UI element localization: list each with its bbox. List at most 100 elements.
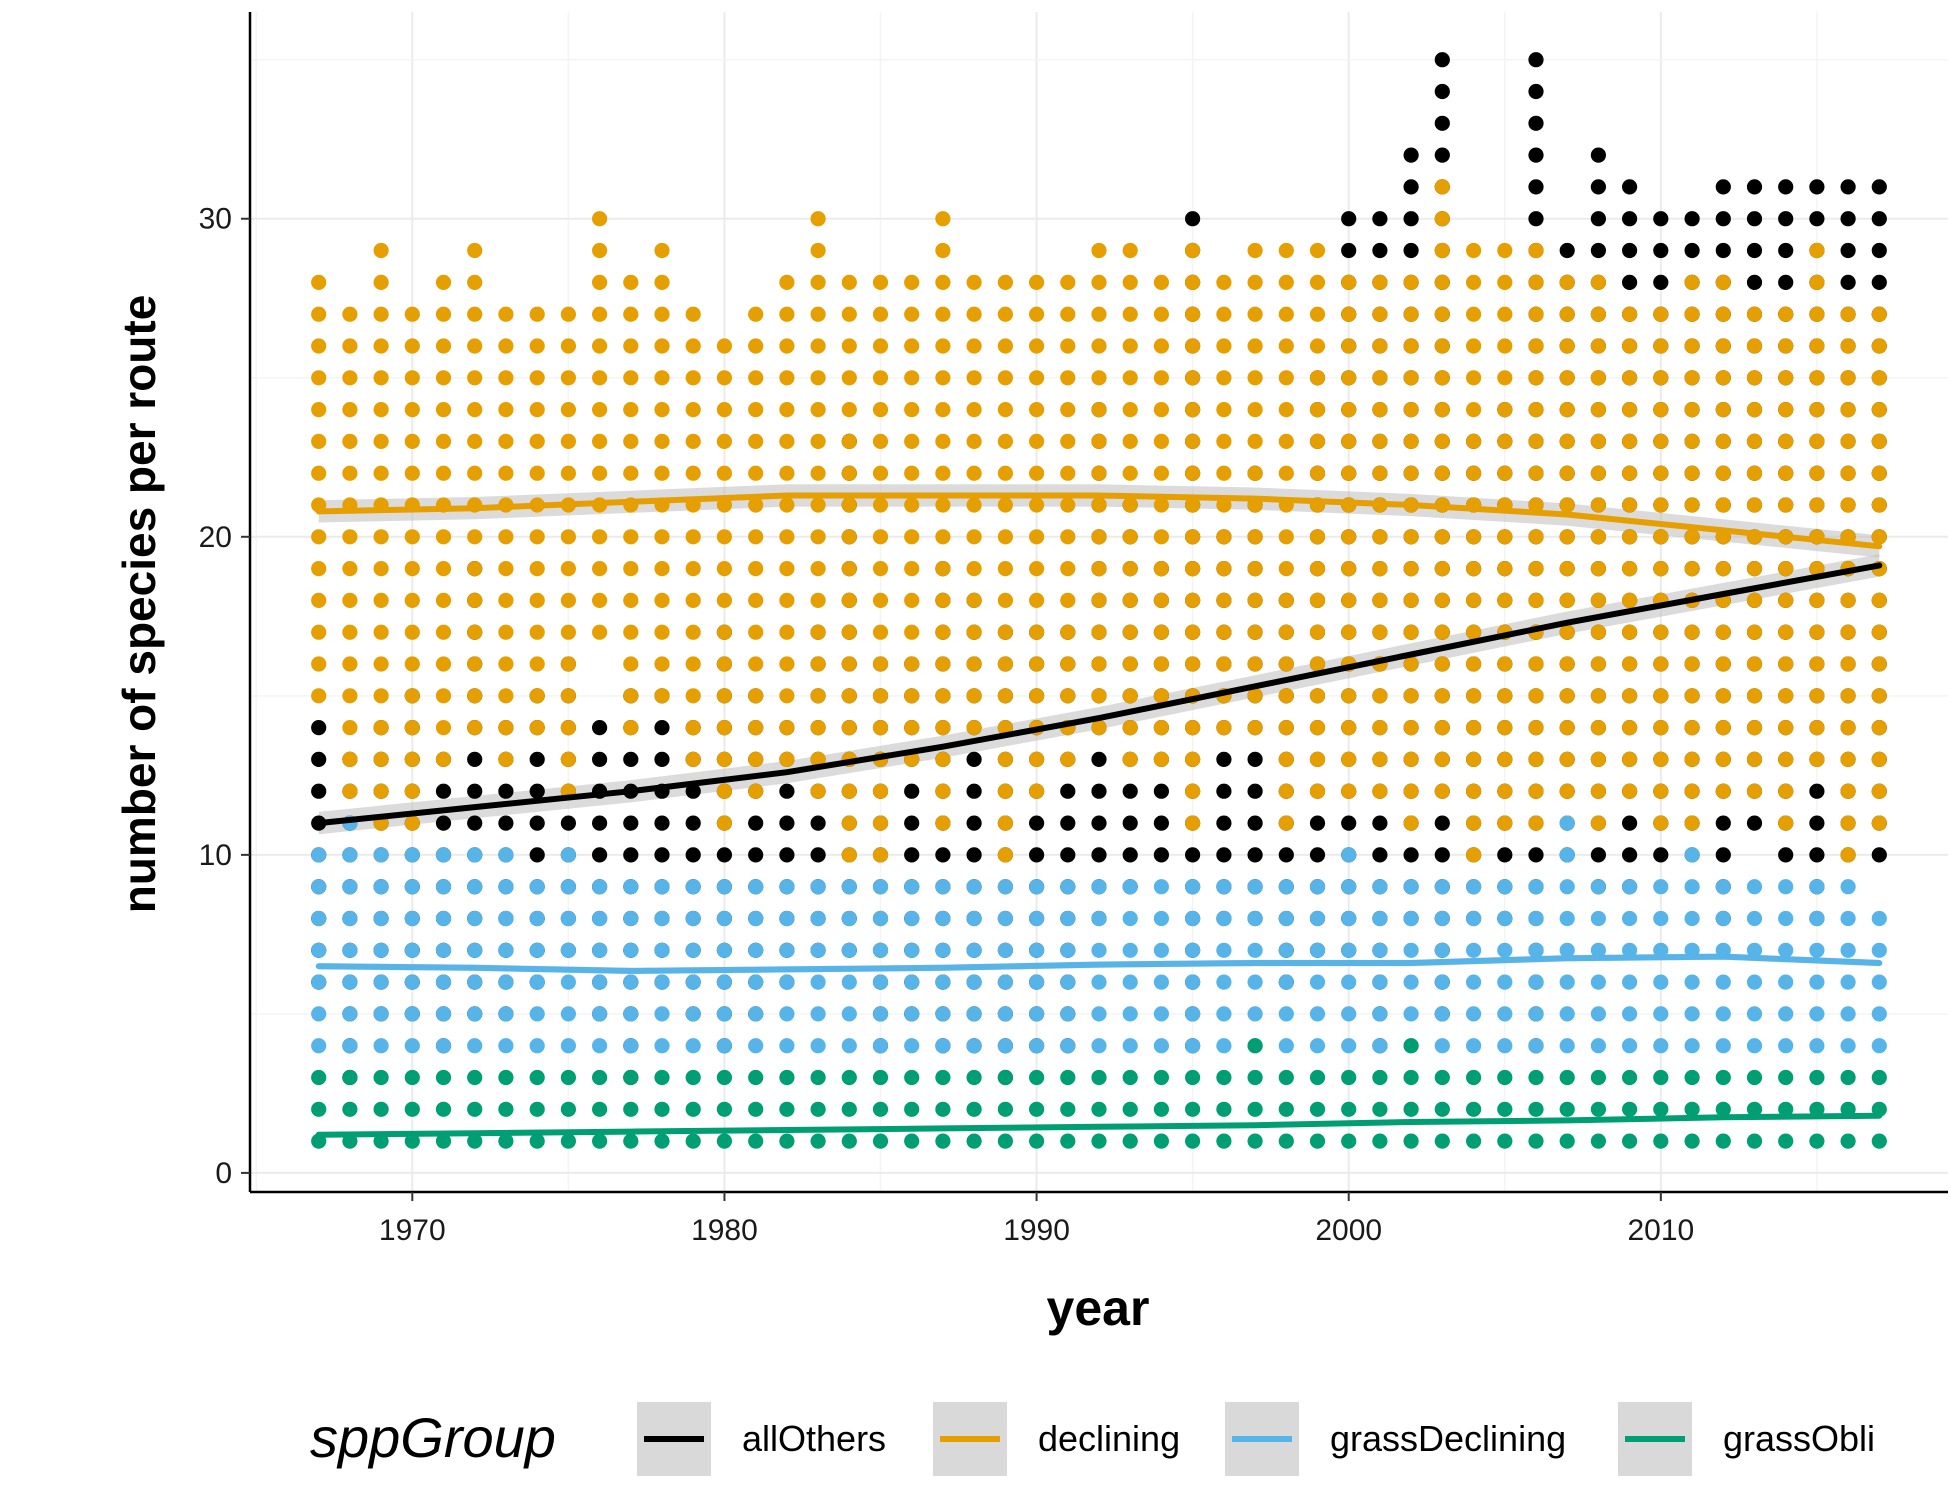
point-declining — [1871, 783, 1887, 799]
point-grassDeclining — [904, 910, 920, 927]
point-declining — [1715, 720, 1731, 736]
point-declining — [810, 592, 826, 609]
point-declining — [966, 656, 982, 672]
point-declining — [1715, 402, 1731, 418]
point-declining — [1809, 465, 1825, 481]
point-grassDeclining — [1684, 1006, 1700, 1022]
point-declining — [592, 338, 608, 354]
point-declining — [1341, 720, 1357, 736]
point-declining — [498, 306, 514, 322]
point-declining — [1153, 338, 1169, 354]
point-declining — [1185, 720, 1201, 736]
point-declining — [1809, 306, 1825, 322]
point-grassDeclining — [1309, 879, 1326, 895]
point-grassDeclining — [342, 942, 358, 958]
point-declining — [810, 624, 826, 640]
point-declining — [1278, 529, 1294, 545]
point-grassDeclining — [1715, 910, 1731, 927]
point-declining — [1466, 465, 1482, 481]
point-allOthers — [1247, 751, 1263, 768]
point-allOthers — [1528, 847, 1544, 863]
point-declining — [1309, 306, 1326, 322]
point-declining — [716, 338, 733, 354]
point-declining — [1684, 529, 1700, 545]
point-declining — [311, 592, 327, 609]
point-declining — [1684, 561, 1700, 577]
point-grassObli — [810, 1069, 826, 1086]
point-grassDeclining — [592, 910, 608, 927]
point-declining — [1153, 497, 1169, 513]
point-grassDeclining — [966, 974, 982, 990]
point-declining — [997, 497, 1014, 513]
point-declining — [935, 783, 951, 799]
point-allOthers — [1029, 815, 1045, 831]
point-declining — [1247, 592, 1263, 609]
point-grassDeclining — [592, 1038, 608, 1054]
point-declining — [1247, 529, 1263, 545]
point-declining — [1528, 592, 1544, 609]
point-declining — [935, 529, 951, 545]
point-declining — [1497, 688, 1513, 704]
point-declining — [779, 720, 795, 736]
point-grassDeclining — [1653, 879, 1669, 895]
point-grassObli — [1622, 1069, 1638, 1086]
point-grassDeclining — [435, 1006, 452, 1022]
point-declining — [1590, 624, 1606, 640]
point-allOthers — [1278, 847, 1294, 863]
point-declining — [966, 338, 982, 354]
point-declining — [1060, 274, 1076, 290]
point-declining — [1840, 370, 1856, 386]
point-declining — [1684, 497, 1700, 513]
point-declining — [560, 433, 577, 449]
point-declining — [716, 561, 733, 577]
point-allOthers — [1653, 847, 1669, 863]
point-grassDeclining — [1715, 879, 1731, 895]
point-declining — [904, 751, 920, 768]
point-declining — [373, 433, 389, 449]
point-grassObli — [498, 1069, 514, 1086]
point-declining — [1029, 465, 1045, 481]
point-declining — [1091, 433, 1107, 449]
point-grassDeclining — [685, 879, 701, 895]
point-grassDeclining — [654, 910, 670, 927]
tick-labels: 1970 1980 1990 2000 2010 0 10 20 30 — [199, 203, 1695, 1247]
point-declining — [467, 688, 483, 704]
point-declining — [872, 402, 889, 418]
point-declining — [435, 624, 452, 640]
point-declining — [560, 338, 577, 354]
point-declining — [404, 433, 420, 449]
point-grassDeclining — [1029, 1038, 1045, 1054]
point-grassDeclining — [342, 879, 358, 895]
point-declining — [1247, 242, 1263, 259]
point-grassDeclining — [779, 974, 795, 990]
point-grassObli — [1309, 1101, 1326, 1117]
point-declining — [1060, 592, 1076, 609]
point-declining — [872, 370, 889, 386]
point-allOthers — [1528, 52, 1544, 68]
point-allOthers — [1871, 274, 1887, 290]
point-declining — [1403, 402, 1419, 418]
point-declining — [1559, 370, 1575, 386]
legend-label: grassObli — [1723, 1418, 1875, 1459]
point-allOthers — [1528, 211, 1544, 227]
point-declining — [716, 465, 733, 481]
point-declining — [1278, 465, 1294, 481]
point-allOthers — [1247, 815, 1263, 831]
point-grassDeclining — [498, 910, 514, 927]
point-grassDeclining — [1185, 879, 1201, 895]
point-declining — [1497, 720, 1513, 736]
point-grassObli — [1372, 1069, 1388, 1086]
point-grassDeclining — [311, 879, 327, 895]
point-grassDeclining — [1372, 879, 1388, 895]
point-allOthers — [592, 720, 608, 736]
point-grassDeclining — [1715, 1038, 1731, 1054]
point-declining — [997, 433, 1014, 449]
point-grassObli — [404, 1069, 420, 1086]
point-declining — [1434, 720, 1450, 736]
point-declining — [872, 656, 889, 672]
point-declining — [904, 592, 920, 609]
point-declining — [1247, 688, 1263, 704]
point-grassDeclining — [1216, 1006, 1232, 1022]
point-allOthers — [592, 751, 608, 768]
point-grassObli — [748, 1069, 764, 1086]
